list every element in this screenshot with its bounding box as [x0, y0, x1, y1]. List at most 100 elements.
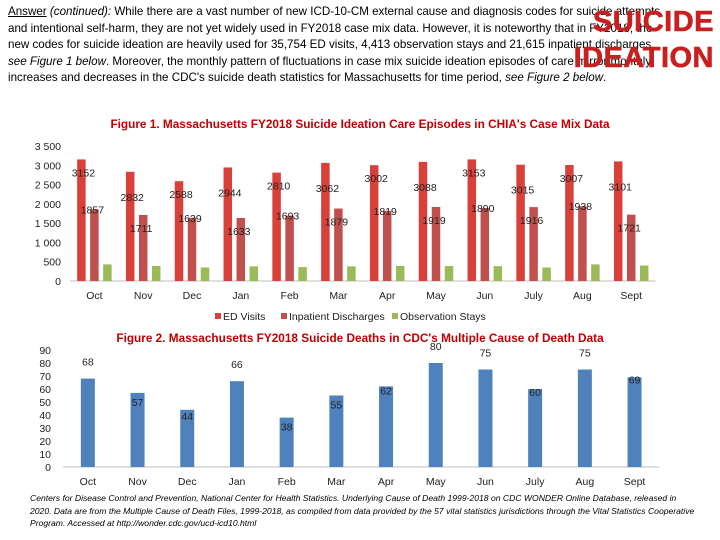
badge-line-2: IDEATION	[573, 42, 714, 75]
figure-2-title: Figure 2. Massachusetts FY2018 Suicide D…	[116, 331, 604, 345]
x-tick-label: Sept	[620, 290, 642, 302]
bar-observation-stays	[103, 264, 112, 281]
inpatient-data-label: 1819	[374, 206, 398, 218]
bar-observation-stays	[298, 267, 307, 281]
ed-data-label: 3015	[511, 185, 535, 197]
x-tick-label: May	[426, 290, 447, 302]
intro-continued: (continued):	[49, 5, 112, 18]
bar-inpatient-discharges	[480, 208, 490, 281]
deaths-data-label: 75	[579, 348, 591, 360]
y-tick-label: 70	[39, 371, 51, 383]
suicide-ideation-badge: SUICIDE IDEATION	[573, 4, 714, 76]
x-tick-label: May	[426, 476, 447, 488]
inpatient-data-label: 1711	[130, 223, 153, 235]
x-tick-label: Dec	[178, 476, 197, 488]
bar-inpatient-discharges	[187, 217, 197, 281]
bar-suicide-deaths	[80, 378, 95, 467]
figure-2-chart: 010203040506070809068Oct57Nov44Dec66Jan3…	[39, 343, 660, 488]
bar-suicide-deaths	[229, 381, 244, 467]
y-tick-label: 30	[39, 423, 51, 435]
bar-suicide-deaths	[428, 363, 443, 467]
x-tick-label: Jun	[476, 290, 493, 302]
bar-ed-visits	[223, 167, 233, 281]
x-tick-label: July	[526, 476, 545, 488]
inpatient-data-label: 1938	[569, 201, 593, 213]
bar-observation-stays	[493, 266, 503, 281]
y-tick-label: 90	[39, 345, 51, 357]
source-citation: Centers for Disease Control and Preventi…	[30, 493, 695, 529]
bar-ed-visits	[565, 165, 574, 281]
inpatient-data-label: 1633	[227, 226, 251, 238]
bar-ed-visits	[516, 164, 525, 281]
ed-data-label: 3101	[609, 181, 633, 193]
x-tick-label: Mar	[327, 476, 346, 488]
bar-ed-visits	[613, 161, 623, 281]
bar-observation-stays	[347, 266, 356, 281]
x-tick-label: Oct	[86, 290, 102, 302]
bar-ed-visits	[418, 161, 428, 281]
inpatient-data-label: 1916	[520, 215, 544, 227]
x-tick-label: Apr	[379, 290, 396, 302]
figure-1-chart: 0 500 1 000 1 500 2 000 2 500 3 000 3 500 3152 18…	[35, 141, 656, 323]
x-tick-label: Oct	[80, 476, 96, 488]
bar-inpatient-discharges	[236, 218, 246, 281]
bar-ed-visits	[272, 172, 281, 281]
legend-swatch	[392, 313, 398, 319]
bar-inpatient-discharges	[529, 207, 538, 281]
bar-inpatient-discharges	[626, 214, 636, 281]
y-tick-label: 60	[39, 384, 51, 396]
legend-label: ED Visits	[223, 311, 265, 323]
ed-data-label: 3153	[462, 167, 486, 179]
ed-data-label: 2588	[169, 189, 193, 201]
inpatient-data-label: 1639	[178, 213, 202, 225]
y-tick-label: 0	[45, 462, 51, 474]
deaths-data-label: 69	[629, 374, 641, 386]
y-tick-label: 10	[39, 449, 51, 461]
badge-line-1: SUICIDE	[592, 6, 714, 39]
y-tick-label: 3 000	[35, 160, 61, 172]
bar-inpatient-discharges	[382, 210, 392, 281]
ed-data-label: 3062	[316, 183, 340, 195]
inpatient-data-label: 1919	[422, 215, 446, 227]
bar-suicide-deaths	[279, 417, 294, 467]
ed-data-label: 3002	[365, 173, 389, 185]
bar-inpatient-discharges	[334, 208, 343, 281]
x-tick-label: Mar	[329, 290, 348, 302]
y-tick-label: 500	[43, 257, 61, 269]
deaths-data-label: 57	[132, 397, 144, 409]
bar-inpatient-discharges	[285, 215, 294, 281]
bar-inpatient-discharges	[578, 206, 587, 281]
bar-inpatient-discharges	[90, 209, 99, 281]
ed-data-label: 2832	[121, 192, 145, 204]
intro-ref-2: see Figure 2 below	[505, 71, 604, 85]
deaths-data-label: 55	[331, 400, 343, 412]
legend-label: Inpatient Discharges	[289, 311, 385, 323]
inpatient-data-label: 1721	[618, 223, 642, 235]
ed-data-label: 2944	[218, 187, 242, 199]
inpatient-data-label: 1857	[81, 204, 105, 216]
bar-inpatient-discharges	[431, 206, 441, 281]
inpatient-data-label: 1879	[325, 217, 349, 229]
x-tick-label: Jan	[228, 476, 245, 488]
bar-ed-visits	[321, 162, 330, 281]
bar-suicide-deaths	[528, 389, 543, 467]
bar-ed-visits	[467, 159, 477, 281]
bar-suicide-deaths	[180, 409, 195, 467]
legend-swatch	[281, 313, 287, 319]
deaths-data-label: 75	[480, 348, 492, 360]
figure-1-title: Figure 1. Massachusetts FY2018 Suicide I…	[110, 117, 610, 131]
x-tick-label: Nov	[128, 476, 147, 488]
x-tick-label: Aug	[573, 290, 592, 302]
bar-suicide-deaths	[329, 395, 344, 467]
x-tick-label: Jan	[232, 290, 249, 302]
intro-paragraph: Answer (continued): While there are a va…	[8, 4, 673, 87]
deaths-data-label: 66	[231, 359, 243, 371]
bar-suicide-deaths	[627, 377, 642, 467]
inpatient-data-label: 1890	[471, 203, 495, 215]
bar-inpatient-discharges	[138, 215, 148, 281]
y-tick-label: 2 500	[35, 180, 61, 192]
x-tick-label: July	[524, 290, 543, 302]
bar-observation-stays	[542, 267, 551, 281]
deaths-data-label: 68	[82, 357, 94, 369]
intro-body-1: While there are a vast number of new ICD…	[8, 5, 661, 52]
